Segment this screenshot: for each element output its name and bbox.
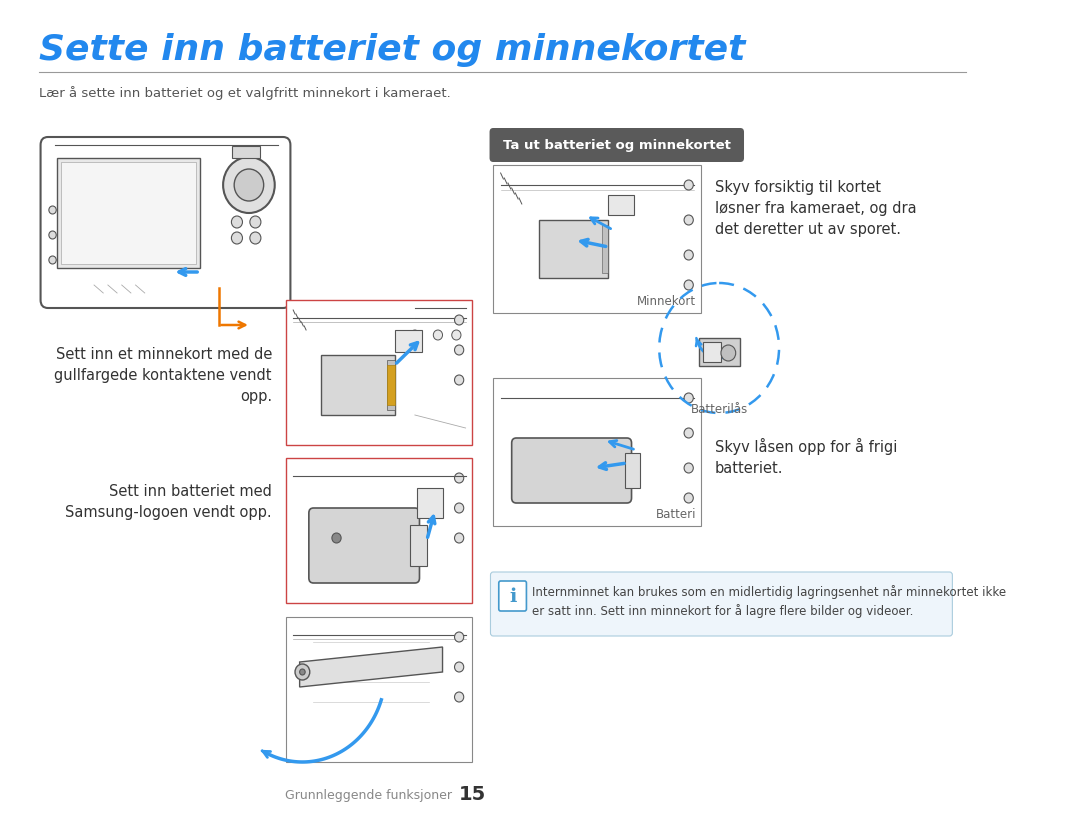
Bar xyxy=(388,360,394,410)
Circle shape xyxy=(455,473,463,483)
Bar xyxy=(539,220,608,278)
Bar xyxy=(388,365,394,405)
Bar xyxy=(57,158,200,268)
Circle shape xyxy=(455,662,463,672)
Text: Skyv forsiktig til kortet
løsner fra kameraet, og dra
det deretter ut av sporet.: Skyv forsiktig til kortet løsner fra kam… xyxy=(715,180,916,237)
Bar xyxy=(702,342,721,362)
Bar xyxy=(608,195,634,215)
Circle shape xyxy=(49,231,56,239)
Circle shape xyxy=(684,180,693,190)
Polygon shape xyxy=(299,647,443,687)
Bar xyxy=(232,146,260,158)
Circle shape xyxy=(433,330,443,340)
Circle shape xyxy=(231,232,243,244)
Text: Batteri: Batteri xyxy=(656,508,697,521)
Circle shape xyxy=(455,503,463,513)
Bar xyxy=(286,458,472,603)
Text: Batterilås: Batterilås xyxy=(690,403,747,416)
Text: Ta ut batteriet og minnekortet: Ta ut batteriet og minnekortet xyxy=(503,139,731,152)
Circle shape xyxy=(410,330,419,340)
Text: Sette inn batteriet og minnekortet: Sette inn batteriet og minnekortet xyxy=(39,33,745,67)
Circle shape xyxy=(684,428,693,438)
Circle shape xyxy=(295,664,310,680)
Bar xyxy=(494,378,701,526)
Text: Lær å sette inn batteriet og et valgfritt minnekort i kameraet.: Lær å sette inn batteriet og et valgfrit… xyxy=(39,86,450,100)
Bar xyxy=(286,300,472,445)
Text: Internminnet kan brukes som en midlertidig lagringsenhet når minnekortet ikke
er: Internminnet kan brukes som en midlertid… xyxy=(532,585,1007,619)
Circle shape xyxy=(684,463,693,473)
FancyBboxPatch shape xyxy=(490,572,953,636)
Circle shape xyxy=(332,533,341,543)
Circle shape xyxy=(455,375,463,385)
Circle shape xyxy=(455,692,463,702)
Circle shape xyxy=(451,330,461,340)
FancyBboxPatch shape xyxy=(512,438,632,503)
Bar xyxy=(625,453,639,488)
Circle shape xyxy=(684,250,693,260)
Circle shape xyxy=(684,280,693,290)
Circle shape xyxy=(721,345,735,361)
Circle shape xyxy=(455,533,463,543)
FancyBboxPatch shape xyxy=(489,128,744,162)
Circle shape xyxy=(49,256,56,264)
Circle shape xyxy=(49,206,56,214)
Text: Grunnleggende funksjoner: Grunnleggende funksjoner xyxy=(285,790,451,803)
Text: Minnekort: Minnekort xyxy=(637,295,697,308)
Text: 15: 15 xyxy=(459,786,486,804)
FancyBboxPatch shape xyxy=(499,581,526,611)
Text: Sett inn batteriet med
Samsung-logoen vendt opp.: Sett inn batteriet med Samsung-logoen ve… xyxy=(66,484,272,520)
Circle shape xyxy=(234,169,264,201)
Circle shape xyxy=(684,493,693,503)
Circle shape xyxy=(224,157,274,213)
Text: Skyv låsen opp for å frigi
batteriet.: Skyv låsen opp for å frigi batteriet. xyxy=(715,438,896,476)
Circle shape xyxy=(231,216,243,228)
Circle shape xyxy=(455,315,463,325)
Circle shape xyxy=(684,393,693,403)
FancyBboxPatch shape xyxy=(41,137,291,308)
Bar xyxy=(417,488,443,518)
Circle shape xyxy=(455,345,463,355)
Circle shape xyxy=(299,669,306,675)
Bar xyxy=(699,338,740,366)
Bar xyxy=(494,165,701,313)
Circle shape xyxy=(249,216,261,228)
Circle shape xyxy=(684,215,693,225)
Circle shape xyxy=(249,232,261,244)
Bar xyxy=(60,162,197,264)
Circle shape xyxy=(455,632,463,642)
Bar xyxy=(321,355,394,415)
Bar xyxy=(410,525,427,566)
Bar xyxy=(394,330,422,352)
Text: ℹ: ℹ xyxy=(509,587,516,606)
Text: Sett inn et minnekort med de
gullfargede kontaktene vendt
opp.: Sett inn et minnekort med de gullfargede… xyxy=(54,346,272,403)
Bar xyxy=(602,225,608,273)
Bar xyxy=(286,617,472,762)
FancyBboxPatch shape xyxy=(309,508,419,583)
